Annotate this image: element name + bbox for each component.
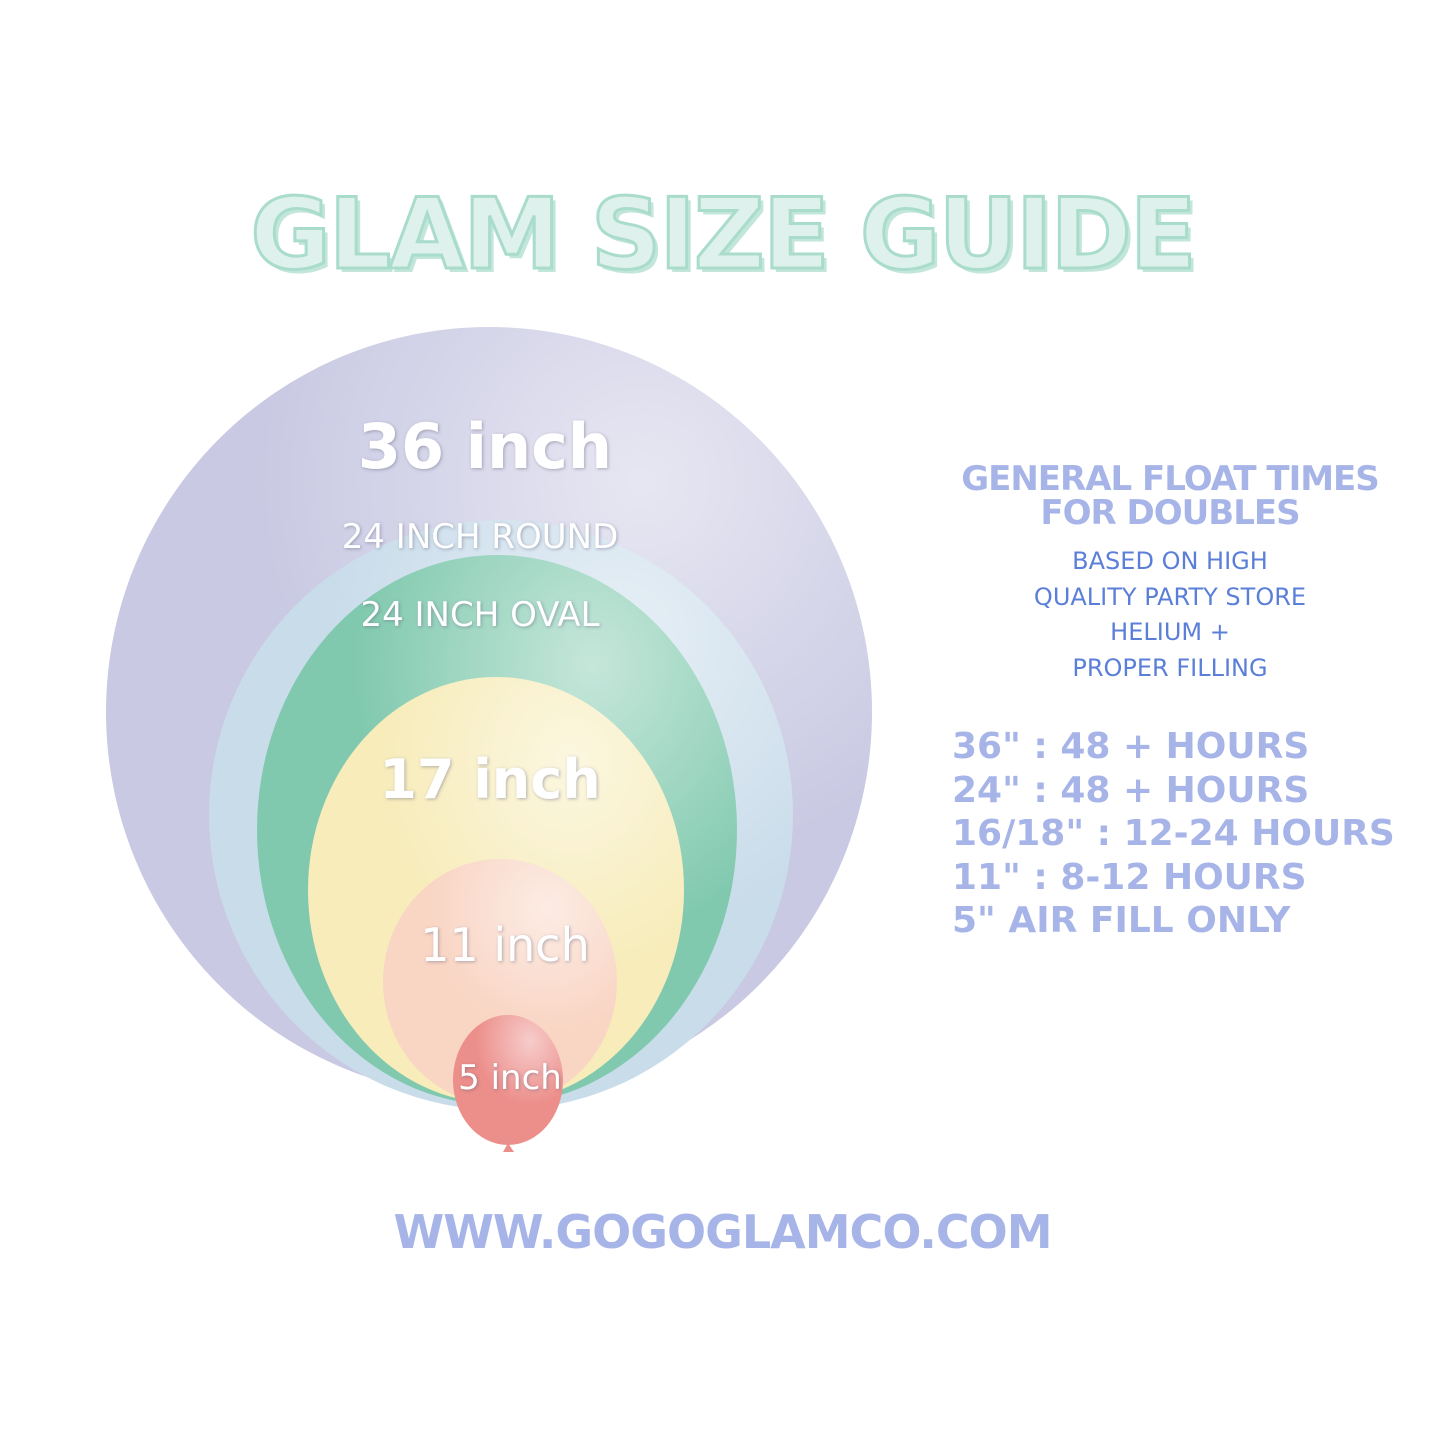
note-line: HELIUM + bbox=[1110, 618, 1230, 646]
float-time-row: 24" : 48 + HOURS bbox=[952, 769, 1310, 811]
balloon-label-5: 5 inch bbox=[458, 1058, 562, 1098]
note-line: BASED ON HIGH bbox=[1072, 547, 1268, 575]
balloon-label-24-round: 24 INCH ROUND bbox=[341, 517, 619, 557]
balloon-label-36: 36 inch bbox=[357, 410, 613, 483]
float-times-list: 36" : 48 + HOURS 24" : 48 + HOURS 16/18"… bbox=[952, 725, 1395, 943]
balloon-label-17: 17 inch bbox=[379, 748, 601, 811]
balloon-knot bbox=[503, 1143, 514, 1152]
float-time-row: 16/18" : 12-24 HOURS bbox=[952, 813, 1395, 854]
page-title: GLAM SIZE GUIDE bbox=[249, 177, 1198, 294]
float-times-heading-1: GENERAL FLOAT TIMES bbox=[961, 459, 1380, 499]
balloon-label-24-oval: 24 INCH OVAL bbox=[360, 595, 600, 635]
note-line: QUALITY PARTY STORE bbox=[1033, 582, 1307, 611]
balloon-highlight bbox=[383, 859, 617, 1105]
note-line: PROPER FILLING bbox=[1072, 653, 1268, 682]
float-time-row: 5" AIR FILL ONLY bbox=[952, 900, 1291, 941]
float-times-panel: GENERAL FLOAT TIMES FOR DOUBLES BASED ON… bbox=[940, 462, 1400, 686]
website-link[interactable]: WWW.GOGOGLAMCO.COM bbox=[393, 1205, 1052, 1259]
balloon-highlight bbox=[453, 1015, 563, 1145]
balloon-label-11: 11 inch bbox=[420, 918, 590, 972]
float-time-row: 36" : 48 + HOURS bbox=[952, 726, 1310, 767]
float-time-row: 11" : 8-12 HOURS bbox=[952, 856, 1307, 898]
float-times-heading-2: FOR DOUBLES bbox=[1040, 493, 1300, 533]
